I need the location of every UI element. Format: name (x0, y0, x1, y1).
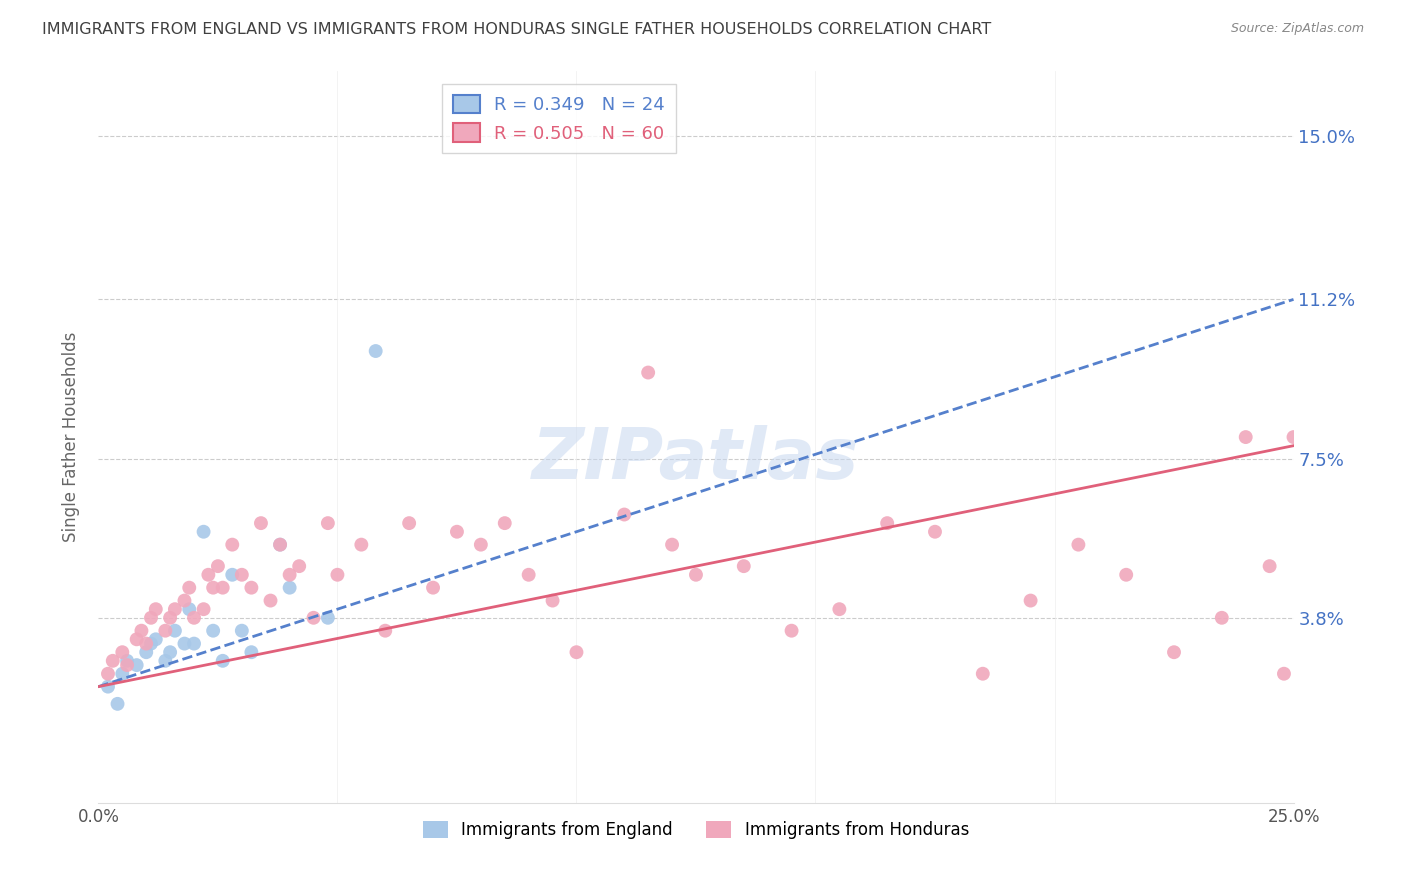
Point (145, 602, 167, 616)
Point (221, 567, 243, 582)
Point (211, 581, 233, 595)
Point (111, 645, 134, 659)
Point (302, 611, 325, 625)
Point (364, 344, 387, 359)
Point (637, 366, 659, 380)
Point (155, 654, 177, 668)
Point (139, 637, 162, 651)
Point (139, 611, 162, 625)
Point (125, 632, 148, 647)
Point (374, 624, 396, 638)
Point (163, 602, 186, 616)
Point (159, 611, 181, 625)
Point (155, 624, 177, 638)
Point (1282, 430, 1305, 444)
Point (97, 680, 120, 694)
Point (211, 654, 233, 668)
Point (278, 581, 301, 595)
Point (733, 559, 755, 574)
Point (197, 567, 219, 582)
Point (1234, 430, 1257, 444)
Point (135, 645, 157, 659)
Point (422, 581, 444, 595)
Point (269, 538, 291, 552)
Point (1067, 538, 1090, 552)
Point (565, 645, 588, 659)
Point (183, 637, 205, 651)
Point (876, 516, 898, 530)
Point (446, 524, 468, 539)
Point (1163, 645, 1185, 659)
Point (97, 666, 120, 681)
Point (193, 602, 215, 616)
Point (135, 637, 157, 651)
Point (1115, 567, 1137, 582)
Point (1258, 559, 1281, 574)
Point (780, 624, 803, 638)
Point (972, 666, 994, 681)
Point (193, 524, 215, 539)
Point (350, 538, 373, 552)
Point (269, 538, 291, 552)
Text: IMMIGRANTS FROM ENGLAND VS IMMIGRANTS FROM HONDURAS SINGLE FATHER HOUSEHOLDS COR: IMMIGRANTS FROM ENGLAND VS IMMIGRANTS FR… (42, 22, 991, 37)
Point (517, 567, 540, 582)
Point (125, 658, 148, 673)
Point (470, 538, 492, 552)
Point (163, 624, 186, 638)
Point (111, 666, 134, 681)
Point (541, 593, 564, 607)
Point (231, 567, 253, 582)
Point (288, 559, 311, 574)
Point (183, 611, 205, 625)
Point (661, 538, 683, 552)
Point (1272, 666, 1295, 681)
Point (221, 538, 243, 552)
Point (259, 593, 281, 607)
Point (1019, 593, 1042, 607)
Point (240, 645, 263, 659)
Point (924, 524, 946, 539)
Point (101, 654, 124, 668)
Point (207, 559, 229, 574)
Point (685, 567, 707, 582)
Point (115, 654, 138, 668)
Point (115, 658, 138, 673)
Point (1211, 611, 1233, 625)
Point (316, 611, 339, 625)
Point (131, 624, 153, 638)
Y-axis label: Single Father Households: Single Father Households (62, 332, 80, 542)
Point (828, 602, 851, 616)
Point (173, 637, 195, 651)
Point (278, 567, 301, 582)
Point (159, 645, 181, 659)
Point (240, 581, 263, 595)
Point (250, 516, 273, 530)
Legend: Immigrants from England, Immigrants from Honduras: Immigrants from England, Immigrants from… (416, 814, 976, 846)
Point (173, 593, 195, 607)
Point (494, 516, 516, 530)
Point (231, 624, 253, 638)
Point (202, 624, 225, 638)
Point (326, 567, 349, 582)
Point (316, 516, 339, 530)
Point (398, 516, 420, 530)
Point (202, 581, 225, 595)
Point (179, 581, 201, 595)
Point (107, 697, 129, 711)
Point (145, 632, 167, 647)
Point (179, 602, 201, 616)
Text: ZIPatlas: ZIPatlas (533, 425, 859, 493)
Text: Source: ZipAtlas.com: Source: ZipAtlas.com (1230, 22, 1364, 36)
Point (613, 508, 636, 522)
